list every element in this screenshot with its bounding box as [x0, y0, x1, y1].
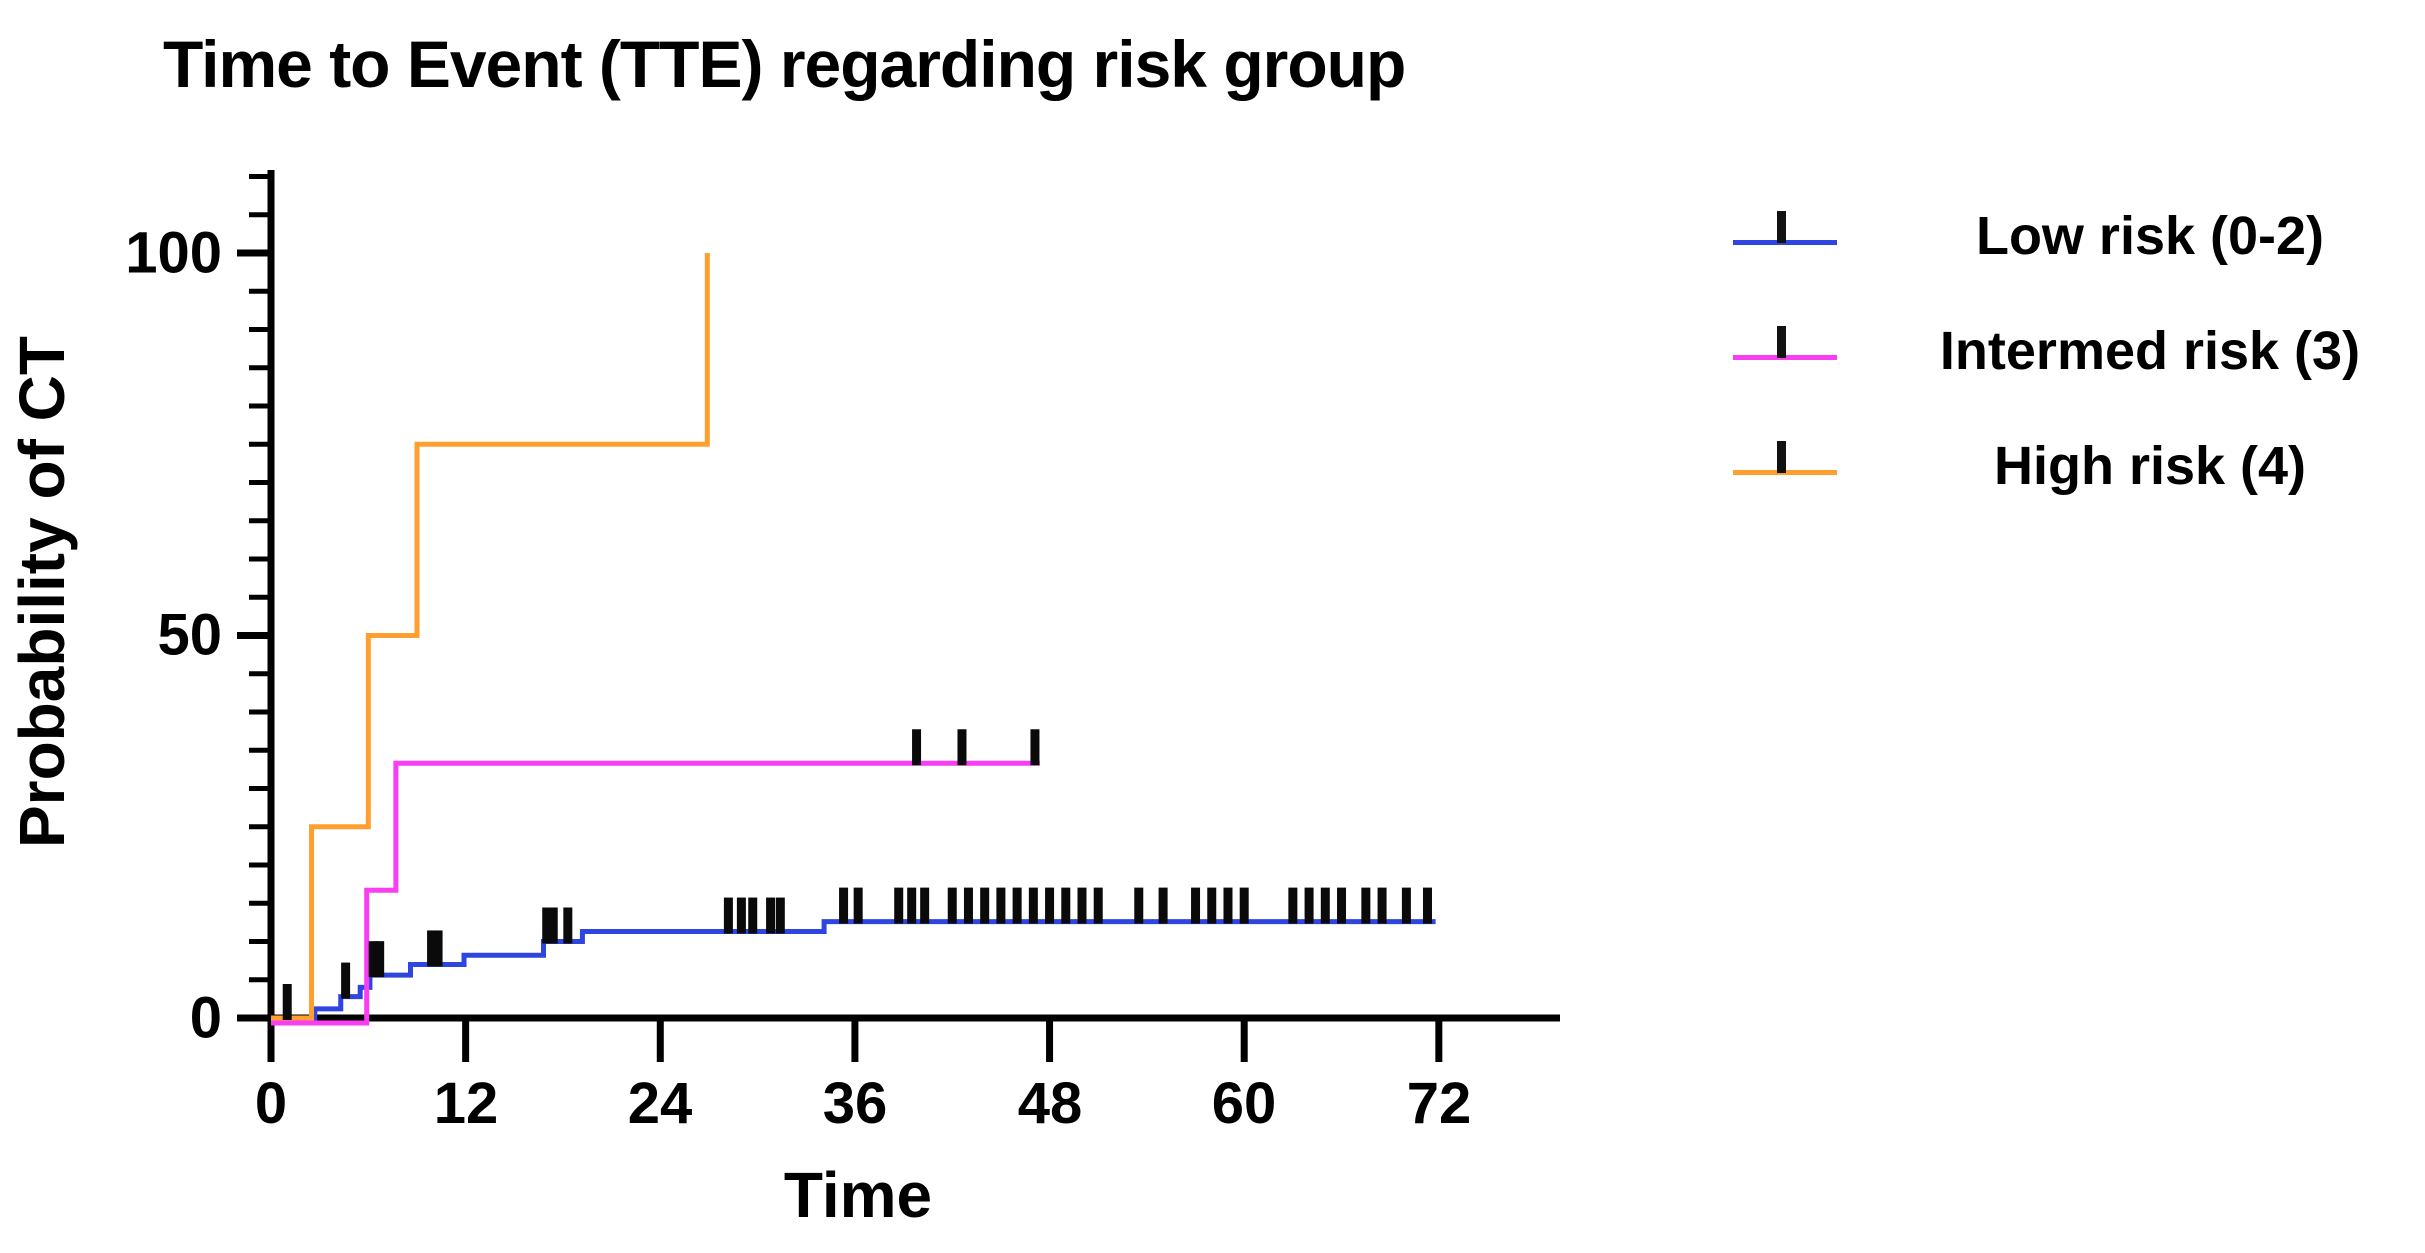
censor-tick: [839, 887, 849, 924]
x-tick-label-48: 48: [1017, 1071, 1083, 1136]
y-axis-title: Probability of CT: [6, 336, 78, 848]
censor-tick: [1030, 729, 1040, 766]
censor-tick: [368, 941, 378, 978]
x-tick-label-36: 36: [822, 1071, 888, 1136]
censor-tick: [748, 897, 758, 934]
censor-tick: [375, 941, 385, 978]
censor-tick: [920, 887, 930, 924]
censor-tick: [1158, 887, 1168, 924]
censor-tick: [1337, 887, 1347, 924]
censor-tick: [996, 887, 1006, 924]
legend-label-high-risk: High risk (4): [1993, 436, 2307, 496]
censor-tick: [542, 907, 552, 944]
censor-tick: [1134, 887, 1144, 924]
y-tick-label-50: 50: [157, 602, 222, 668]
censor-tick: [907, 887, 917, 924]
censor-tick: [1239, 887, 1249, 924]
censor-tick: [853, 887, 863, 924]
censor-tick: [894, 887, 904, 924]
legend-item-low-risk: Low risk (0-2): [1725, 200, 2425, 272]
censor-tick: [1361, 887, 1371, 924]
censor-tick: [1377, 887, 1387, 924]
censor-tick: [1223, 887, 1233, 924]
x-tick-label-72: 72: [1406, 1071, 1472, 1136]
x-axis-ticks: [267, 1018, 1443, 1062]
censor-tick: [1028, 887, 1038, 924]
censor-tick: [1077, 887, 1087, 924]
y-axis-minor-ticks: [249, 174, 271, 983]
censor-tick: [1422, 887, 1432, 924]
censor-tick: [433, 930, 443, 967]
censor-tick: [980, 887, 990, 924]
censor-tick: [1093, 887, 1103, 924]
censor-tick-icon: [1777, 211, 1786, 243]
censor-tick: [1401, 887, 1411, 924]
censor-tick: [1304, 887, 1314, 924]
y-axis-major-ticks: [237, 249, 271, 1022]
censor-tick: [341, 962, 351, 999]
censor-tick: [1207, 887, 1217, 924]
censor-tick: [957, 729, 967, 766]
curve-low-risk-0-2-: [271, 919, 1436, 1021]
legend-item-high-risk: High risk (4): [1725, 430, 2425, 502]
legend-marker-intermed-risk: [1725, 315, 1875, 387]
censor-tick: [1061, 887, 1071, 924]
legend: Low risk (0-2) Intermed risk (3) High ri…: [1725, 200, 2425, 502]
censor-tick: [912, 729, 922, 766]
curve-high-risk-4-: [271, 253, 710, 1021]
chart-title: Time to Event (TTE) regarding risk group: [163, 27, 1406, 101]
censor-tick: [775, 897, 785, 934]
censor-tick-icon: [1777, 326, 1786, 358]
legend-label-low-risk: Low risk (0-2): [1975, 206, 2325, 266]
censor-tick: [1012, 887, 1022, 924]
censor-tick: [548, 907, 558, 944]
censor-tick: [766, 897, 776, 934]
censor-tick: [282, 984, 292, 1020]
censor-tick: [1288, 887, 1298, 924]
censor-tick: [563, 907, 573, 944]
censor-tick: [1320, 887, 1330, 924]
y-tick-label-0: 0: [189, 985, 222, 1051]
censor-tick-icon: [1777, 441, 1786, 473]
legend-marker-high-risk: [1725, 430, 1875, 502]
x-axis-title: Time: [783, 1159, 933, 1231]
censor-tick: [736, 897, 746, 934]
y-tick-label-100: 100: [125, 220, 222, 286]
censor-tick: [427, 930, 437, 967]
legend-label-intermed-risk: Intermed risk (3): [1939, 321, 2361, 381]
legend-item-intermed-risk: Intermed risk (3): [1725, 315, 2425, 387]
censor-tick: [963, 887, 973, 924]
x-tick-label-0: 0: [254, 1071, 288, 1136]
censor-tick: [1045, 887, 1055, 924]
censor-tick: [947, 887, 957, 924]
x-tick-label-12: 12: [433, 1071, 499, 1136]
censor-tick: [723, 897, 733, 934]
x-tick-label-60: 60: [1211, 1071, 1277, 1136]
x-tick-label-24: 24: [627, 1071, 693, 1136]
censor-tick: [1191, 887, 1201, 924]
curve-intermed-risk-3-: [271, 760, 1040, 1026]
legend-marker-low-risk: [1725, 200, 1875, 272]
